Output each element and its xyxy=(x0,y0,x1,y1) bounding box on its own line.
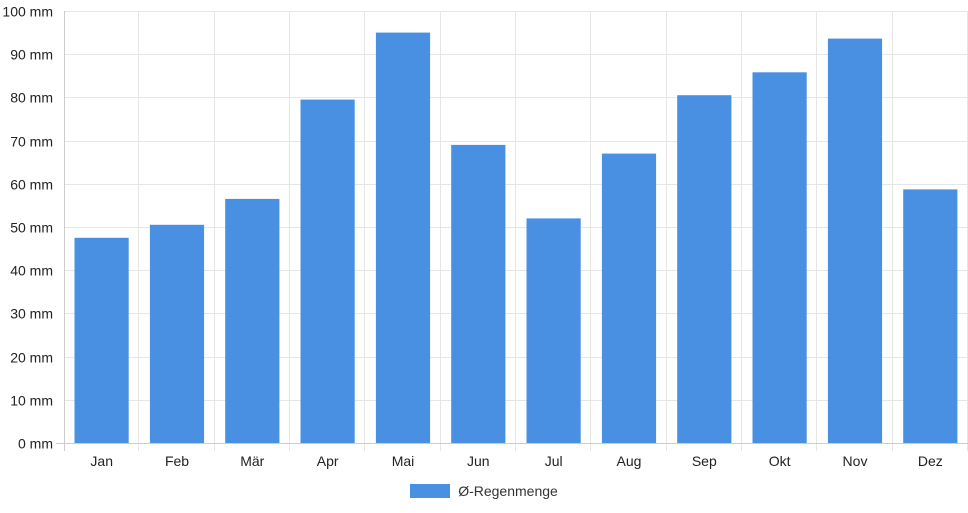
x-tick-label: Dez xyxy=(918,453,943,469)
bar[interactable] xyxy=(601,153,657,443)
x-tick-label: Apr xyxy=(317,453,339,469)
legend-swatch xyxy=(410,484,451,498)
x-tick-label: Mai xyxy=(392,453,415,469)
y-tick-label: 90 mm xyxy=(10,47,53,63)
bar[interactable] xyxy=(752,72,807,444)
x-tick-label: Jul xyxy=(545,453,563,469)
y-tick-label: 40 mm xyxy=(10,263,53,279)
y-tick-label: 50 mm xyxy=(10,220,53,236)
y-tick-label: 10 mm xyxy=(10,393,53,409)
legend[interactable]: Ø-Regenmenge xyxy=(0,480,968,502)
x-tick-label: Mär xyxy=(240,453,264,469)
x-tick-label: Jun xyxy=(467,453,490,469)
bar[interactable] xyxy=(903,189,958,443)
x-tick-label: Okt xyxy=(769,453,791,469)
x-tick-label: Aug xyxy=(617,453,642,469)
x-axis-tick-labels: Jan Feb Mär Apr Mai Jun Jul Aug Sep Okt Nov Dez xyxy=(90,453,942,469)
bar[interactable] xyxy=(451,144,506,443)
y-tick-label: 30 mm xyxy=(10,306,53,322)
x-tick-label: Feb xyxy=(165,453,189,469)
bar[interactable] xyxy=(677,95,732,443)
bar[interactable] xyxy=(827,38,883,443)
bar[interactable] xyxy=(300,99,355,443)
y-tick-label: 80 mm xyxy=(10,90,53,106)
bars xyxy=(74,32,958,444)
y-tick-label: 100 mm xyxy=(2,4,53,20)
bar[interactable] xyxy=(526,218,581,443)
bar[interactable] xyxy=(74,237,129,443)
y-axis-tick-labels: 0 mm 10 mm 20 mm 30 mm 40 mm 50 mm 60 mm 70 mm 8… xyxy=(2,4,53,452)
legend-label: Ø-Regenmenge xyxy=(458,483,558,499)
x-tick-label: Jan xyxy=(90,453,113,469)
y-tick-label: 20 mm xyxy=(10,350,53,366)
axes xyxy=(56,11,968,451)
y-tick-label: 60 mm xyxy=(10,177,53,193)
bar[interactable] xyxy=(225,198,280,443)
y-tick-label: 0 mm xyxy=(18,436,53,452)
bar[interactable] xyxy=(375,32,431,443)
y-tick-label: 70 mm xyxy=(10,134,53,150)
x-tick-label: Sep xyxy=(692,453,717,469)
bar[interactable] xyxy=(149,224,205,443)
x-tick-label: Nov xyxy=(843,453,868,469)
